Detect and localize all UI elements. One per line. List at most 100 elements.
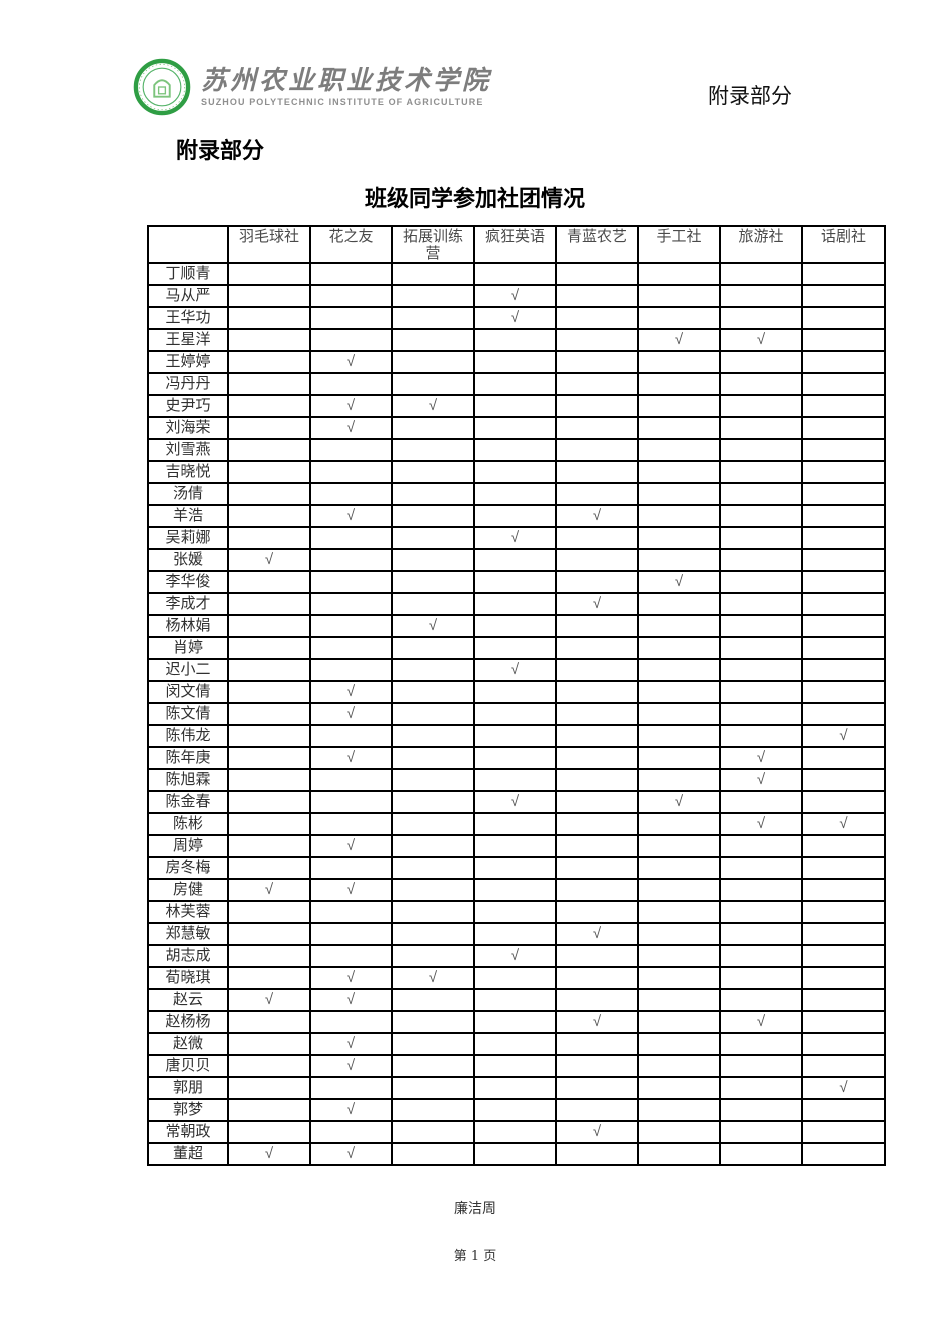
empty-cell [719,988,803,1012]
membership-check-cell: √ [227,988,311,1012]
empty-cell [309,856,393,880]
empty-cell [555,438,639,462]
club-column-header: 拓展训练营 [391,225,475,264]
empty-cell [309,900,393,924]
empty-cell [473,394,557,418]
empty-cell [555,746,639,770]
empty-cell [637,350,721,374]
school-logo-text: 苏州农业职业技术学院 SUZHOU POLYTECHNIC INSTITUTE … [201,67,491,107]
empty-cell [555,328,639,352]
empty-cell [309,614,393,638]
empty-cell [801,284,886,308]
table-row: 房健 √ √ [147,878,886,902]
empty-cell [473,746,557,770]
empty-cell [555,680,639,704]
empty-cell [391,768,475,792]
empty-cell [473,482,557,506]
empty-cell [391,1076,475,1100]
empty-cell [801,746,886,770]
table-row: 赵云 √ √ [147,988,886,1012]
membership-check-cell: √ [555,504,639,528]
empty-cell [555,570,639,594]
student-name-cell: 羊浩 [147,504,229,528]
student-name-cell: 陈彬 [147,812,229,836]
empty-cell [473,966,557,990]
empty-cell [391,482,475,506]
empty-cell [801,944,886,968]
empty-cell [227,1054,311,1078]
empty-cell [391,812,475,836]
empty-cell [801,834,886,858]
table-title: 班级同学参加社团情况 [364,186,585,211]
empty-cell [227,724,311,748]
empty-cell [637,1054,721,1078]
membership-check-cell: √ [473,944,557,968]
table-row: 陈年庚 √ √ [147,746,886,770]
table-row: 房冬梅 [147,856,886,880]
membership-check-cell: √ [309,988,393,1012]
empty-cell [719,834,803,858]
student-name-cell: 丁顺青 [147,262,229,286]
empty-cell [637,944,721,968]
empty-cell [227,790,311,814]
table-row: 陈彬 √ √ [147,812,886,836]
student-name-cell: 陈旭霖 [147,768,229,792]
empty-cell [227,900,311,924]
empty-cell [719,658,803,682]
empty-cell [555,834,639,858]
student-name-cell: 李华俊 [147,570,229,594]
empty-cell [473,878,557,902]
empty-cell [637,702,721,726]
empty-cell [227,482,311,506]
table-row: 刘雪燕 [147,438,886,462]
empty-cell [391,658,475,682]
membership-check-cell: √ [309,504,393,528]
membership-check-cell: √ [801,812,886,836]
empty-cell [555,1076,639,1100]
empty-cell [555,658,639,682]
empty-cell [227,680,311,704]
club-column-header: 疯狂英语 [473,225,557,264]
club-table-header: 羽毛球社 花之友 拓展训练营 疯狂英语 青蓝农艺 手工社 旅游社 话剧社 [147,225,886,264]
membership-check-cell: √ [719,768,803,792]
empty-cell [391,790,475,814]
empty-cell [473,1076,557,1100]
empty-cell [309,1010,393,1034]
empty-cell [719,922,803,946]
empty-cell [391,1032,475,1056]
school-name-en: SUZHOU POLYTECHNIC INSTITUTE OF AGRICULT… [201,97,484,107]
empty-cell [719,460,803,484]
empty-cell [801,350,886,374]
empty-cell [801,1032,886,1056]
membership-check-cell: √ [309,834,393,858]
student-name-cell: 杨林娟 [147,614,229,638]
empty-cell [555,856,639,880]
empty-cell [719,416,803,440]
empty-cell [719,438,803,462]
empty-cell [309,306,393,330]
empty-cell [637,262,721,286]
empty-cell [391,1010,475,1034]
empty-cell [227,262,311,286]
page-number: 第 1 页 [453,1249,497,1264]
empty-cell [391,262,475,286]
empty-cell [391,834,475,858]
empty-cell [227,394,311,418]
empty-cell [391,1142,475,1166]
empty-cell [227,636,311,660]
table-row: 汤倩 [147,482,886,506]
empty-cell [473,1010,557,1034]
empty-cell [227,438,311,462]
empty-cell [801,1098,886,1122]
empty-cell [473,988,557,1012]
footer-note: 廉洁周 [454,1201,496,1217]
empty-cell [309,790,393,814]
membership-check-cell: √ [309,1032,393,1056]
empty-cell [801,460,886,484]
empty-cell [391,372,475,396]
empty-cell [637,1076,721,1100]
table-row: 陈伟龙 √ [147,724,886,748]
empty-cell [309,944,393,968]
student-name-cell: 赵云 [147,988,229,1012]
student-name-cell: 王婷婷 [147,350,229,374]
